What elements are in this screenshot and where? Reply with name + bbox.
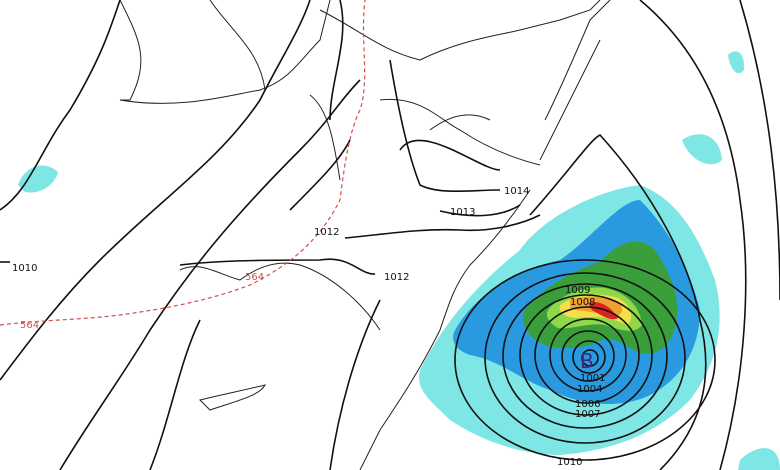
thickness-label: 564 [20,320,39,331]
isobar-label: 1001 [580,373,605,384]
isobar-label: 1013 [450,207,475,218]
isobar-label: 1010 [557,457,582,468]
isobar-labels: 1014 1013 1012 1012 1010 1009 1008 1001 … [12,186,605,468]
low-pressure-marker: B [580,349,594,373]
isobar-label: 1004 [577,384,602,395]
thickness-label: 564 [245,272,264,283]
precip-light-area [738,448,780,470]
isobar-label: 1006 [575,399,600,410]
precip-red-area [588,302,618,320]
isobar-label: 1008 [570,297,595,308]
isobar-label: 1007 [575,409,600,420]
isobar-label: 1010 [12,263,37,274]
isobar-label: 1014 [504,186,529,197]
precip-light-area [18,165,58,193]
political-borders [119,0,611,470]
isobar-label: 1012 [384,272,409,283]
isobar-label: 1009 [565,285,590,296]
isobar-label: 1012 [314,227,339,238]
precip-light-area [728,51,745,74]
thickness-564-line [0,0,366,326]
precip-light-area [682,134,722,165]
